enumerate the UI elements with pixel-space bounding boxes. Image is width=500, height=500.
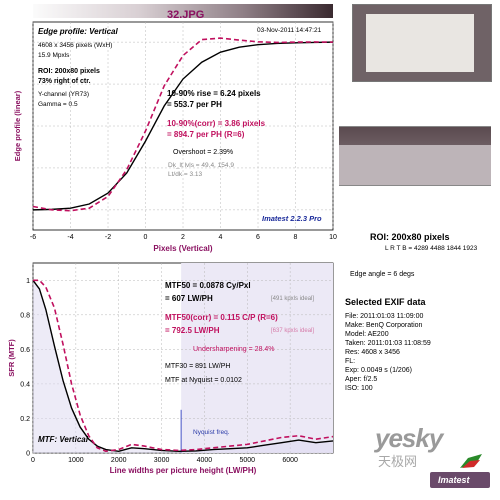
mtf-at-nyquist: MTF at Nyquist = 0.0102 [165,377,242,384]
edge-x-tick: 8 [294,234,298,241]
mtf-panel-title: MTF: Vertical [38,435,88,444]
edge-y-label: Edge profile (linear) [13,90,22,161]
edge-dk-lt: Dk_lt lvls = 49.4, 154.9 [168,162,234,169]
mtf-y-tick: 0.2 [20,416,30,423]
edge-info-position: 73% right of ctr. [38,78,91,85]
mtf-x-tick: 0 [31,457,35,464]
edge-rise-ph: = 553.7 per PH [167,100,222,109]
edge-x-tick: 0 [144,234,148,241]
nyquist-label: Nyquist freq. [193,429,230,436]
edge-rise-corr-ph: = 894.7 per PH (R=6) [167,130,245,139]
edge-plot-area: -6 -4 -2 0 2 4 6 8 10 [30,21,337,241]
edge-x-tick: 4 [219,234,223,241]
mtf-x-tick: 6000 [282,457,298,464]
imatest-brand: Imatest 2.2.3 Pro [262,214,322,223]
beyond-nyquist-shade [181,263,333,453]
imatest-logo: Imatest [430,472,490,488]
mtf-plot-area: 0 1000 2000 3000 4000 5000 6000 0 0.2 0.4 0.6 0.8 1 [20,262,334,464]
mtf-x-label: Line widths per picture height (LW/PH) [110,466,257,475]
flag-icon [458,452,484,470]
yesky-logo: yesky [375,423,443,453]
edge-profile-chart: -6 -4 -2 0 2 4 6 8 10 Edge profile (linear) Pixe… [13,21,337,253]
mtf-y-label: SFR (MTF) [7,339,16,377]
mtf-y-tick: 0.4 [20,381,30,388]
mtf-x-tick: 3000 [154,457,170,464]
mtf-y-tick: 0.8 [20,312,30,319]
mtf-x-tick: 4000 [197,457,213,464]
edge-info-channel: Y-channel (YR73) [38,91,90,98]
edge-info-roi: ROI: 200x80 pixels [38,68,100,75]
edge-x-tick: -2 [105,234,111,241]
exif-make: Make: BenQ Corporation [345,322,423,329]
edge-panel-title: Edge profile: Vertical [38,27,118,36]
exif-iso: ISO: 100 [345,385,373,392]
edge-info-mpxls: 15.9 Mpxls [38,52,70,59]
exif-file: File: 2011:01:03 11:09:00 [345,313,424,320]
mtf-y-tick: 1 [26,278,30,285]
edge-rise-corr: 10-90%(corr) = 3.86 pixels [167,119,266,128]
edge-x-tick: -4 [67,234,73,241]
mtf50-ideal: [491 kpxls ideal] [271,296,315,302]
mtf-y-tick: 0 [26,451,30,458]
edge-series-uncorrected [32,41,334,211]
mtf-y-tick: 0.6 [20,347,30,354]
mtf50: MTF50 = 0.0878 Cy/Pxl [165,281,251,290]
edge-rise: 10-90% rise = 6.24 pixels [167,89,261,98]
mtf-series-corrected [33,279,334,453]
roi-dark-region [339,127,491,145]
mtf30: MTF30 = 891 LW/PH [165,363,231,370]
mtf-area-fill [33,280,333,453]
flag-icon-graphic [460,454,482,468]
edge-info-res: 4608 x 3456 pixels (WxH) [38,42,113,49]
edge-overshoot: Overshoot = 2.39% [173,149,234,156]
roi-lrtb: L R T B = 4289 4488 1844 1923 [385,245,478,252]
edge-x-label: Pixels (Vertical) [153,244,212,253]
flag-icon-red [462,460,480,468]
exif-res: Res: 4608 x 3456 [345,349,400,356]
edge-info-gamma: Gamma = 0.5 [38,101,78,108]
edge-x-tick: 10 [329,234,337,241]
image-title: 32.JPG [167,9,205,21]
imatest-logo-text: Imatest [438,475,470,485]
mtf50-lwph: = 607 LW/PH [165,294,213,303]
exif-title: Selected EXIF data [345,297,426,307]
gradient-bar [33,4,333,18]
edge-series-corrected [32,37,334,212]
mtf-x-tick: 2000 [111,457,127,464]
mtf-chart: 0 1000 2000 3000 4000 5000 600000.20.40.60.81 … [7,262,334,475]
mtf50-corr: MTF50(corr) = 0.115 C/P (R=6) [165,313,278,322]
yesky-cn: 天极网 [378,454,418,469]
edge-angle: Edge angle = 6 degs [350,271,415,278]
chart-thumbnail-area [366,14,474,72]
mtf-series-uncorrected [32,279,334,452]
exif-exp: Exp: 0.0049 s (1/206) [345,367,412,374]
exif-taken: Taken: 2011:01:03 11:08:59 [345,340,431,347]
edge-x-tick: -6 [30,234,36,241]
exif-model: Model: AE200 [345,331,389,338]
mtf-x-tick: 1000 [68,457,84,464]
edge-x-tick: 6 [256,234,260,241]
exif-fl: FL: [345,358,356,365]
mtf50-corr-ideal: [637 kpxls ideal] [271,328,315,334]
mtf-x-tick: 5000 [239,457,255,464]
roi-title: ROI: 200x80 pixels [370,232,450,242]
mtf50-corr-lwph: = 792.5 LW/PH [165,326,220,335]
exif-aper: Aper: f/2.5 [345,376,378,383]
undersharpening: Undersharpening = 28.4% [193,346,275,353]
edge-ltdk: Lt/dk = 3.13 [168,171,203,178]
edge-date: 03-Nov-2011 14:47:21 [257,27,322,34]
edge-x-tick: 2 [181,234,185,241]
